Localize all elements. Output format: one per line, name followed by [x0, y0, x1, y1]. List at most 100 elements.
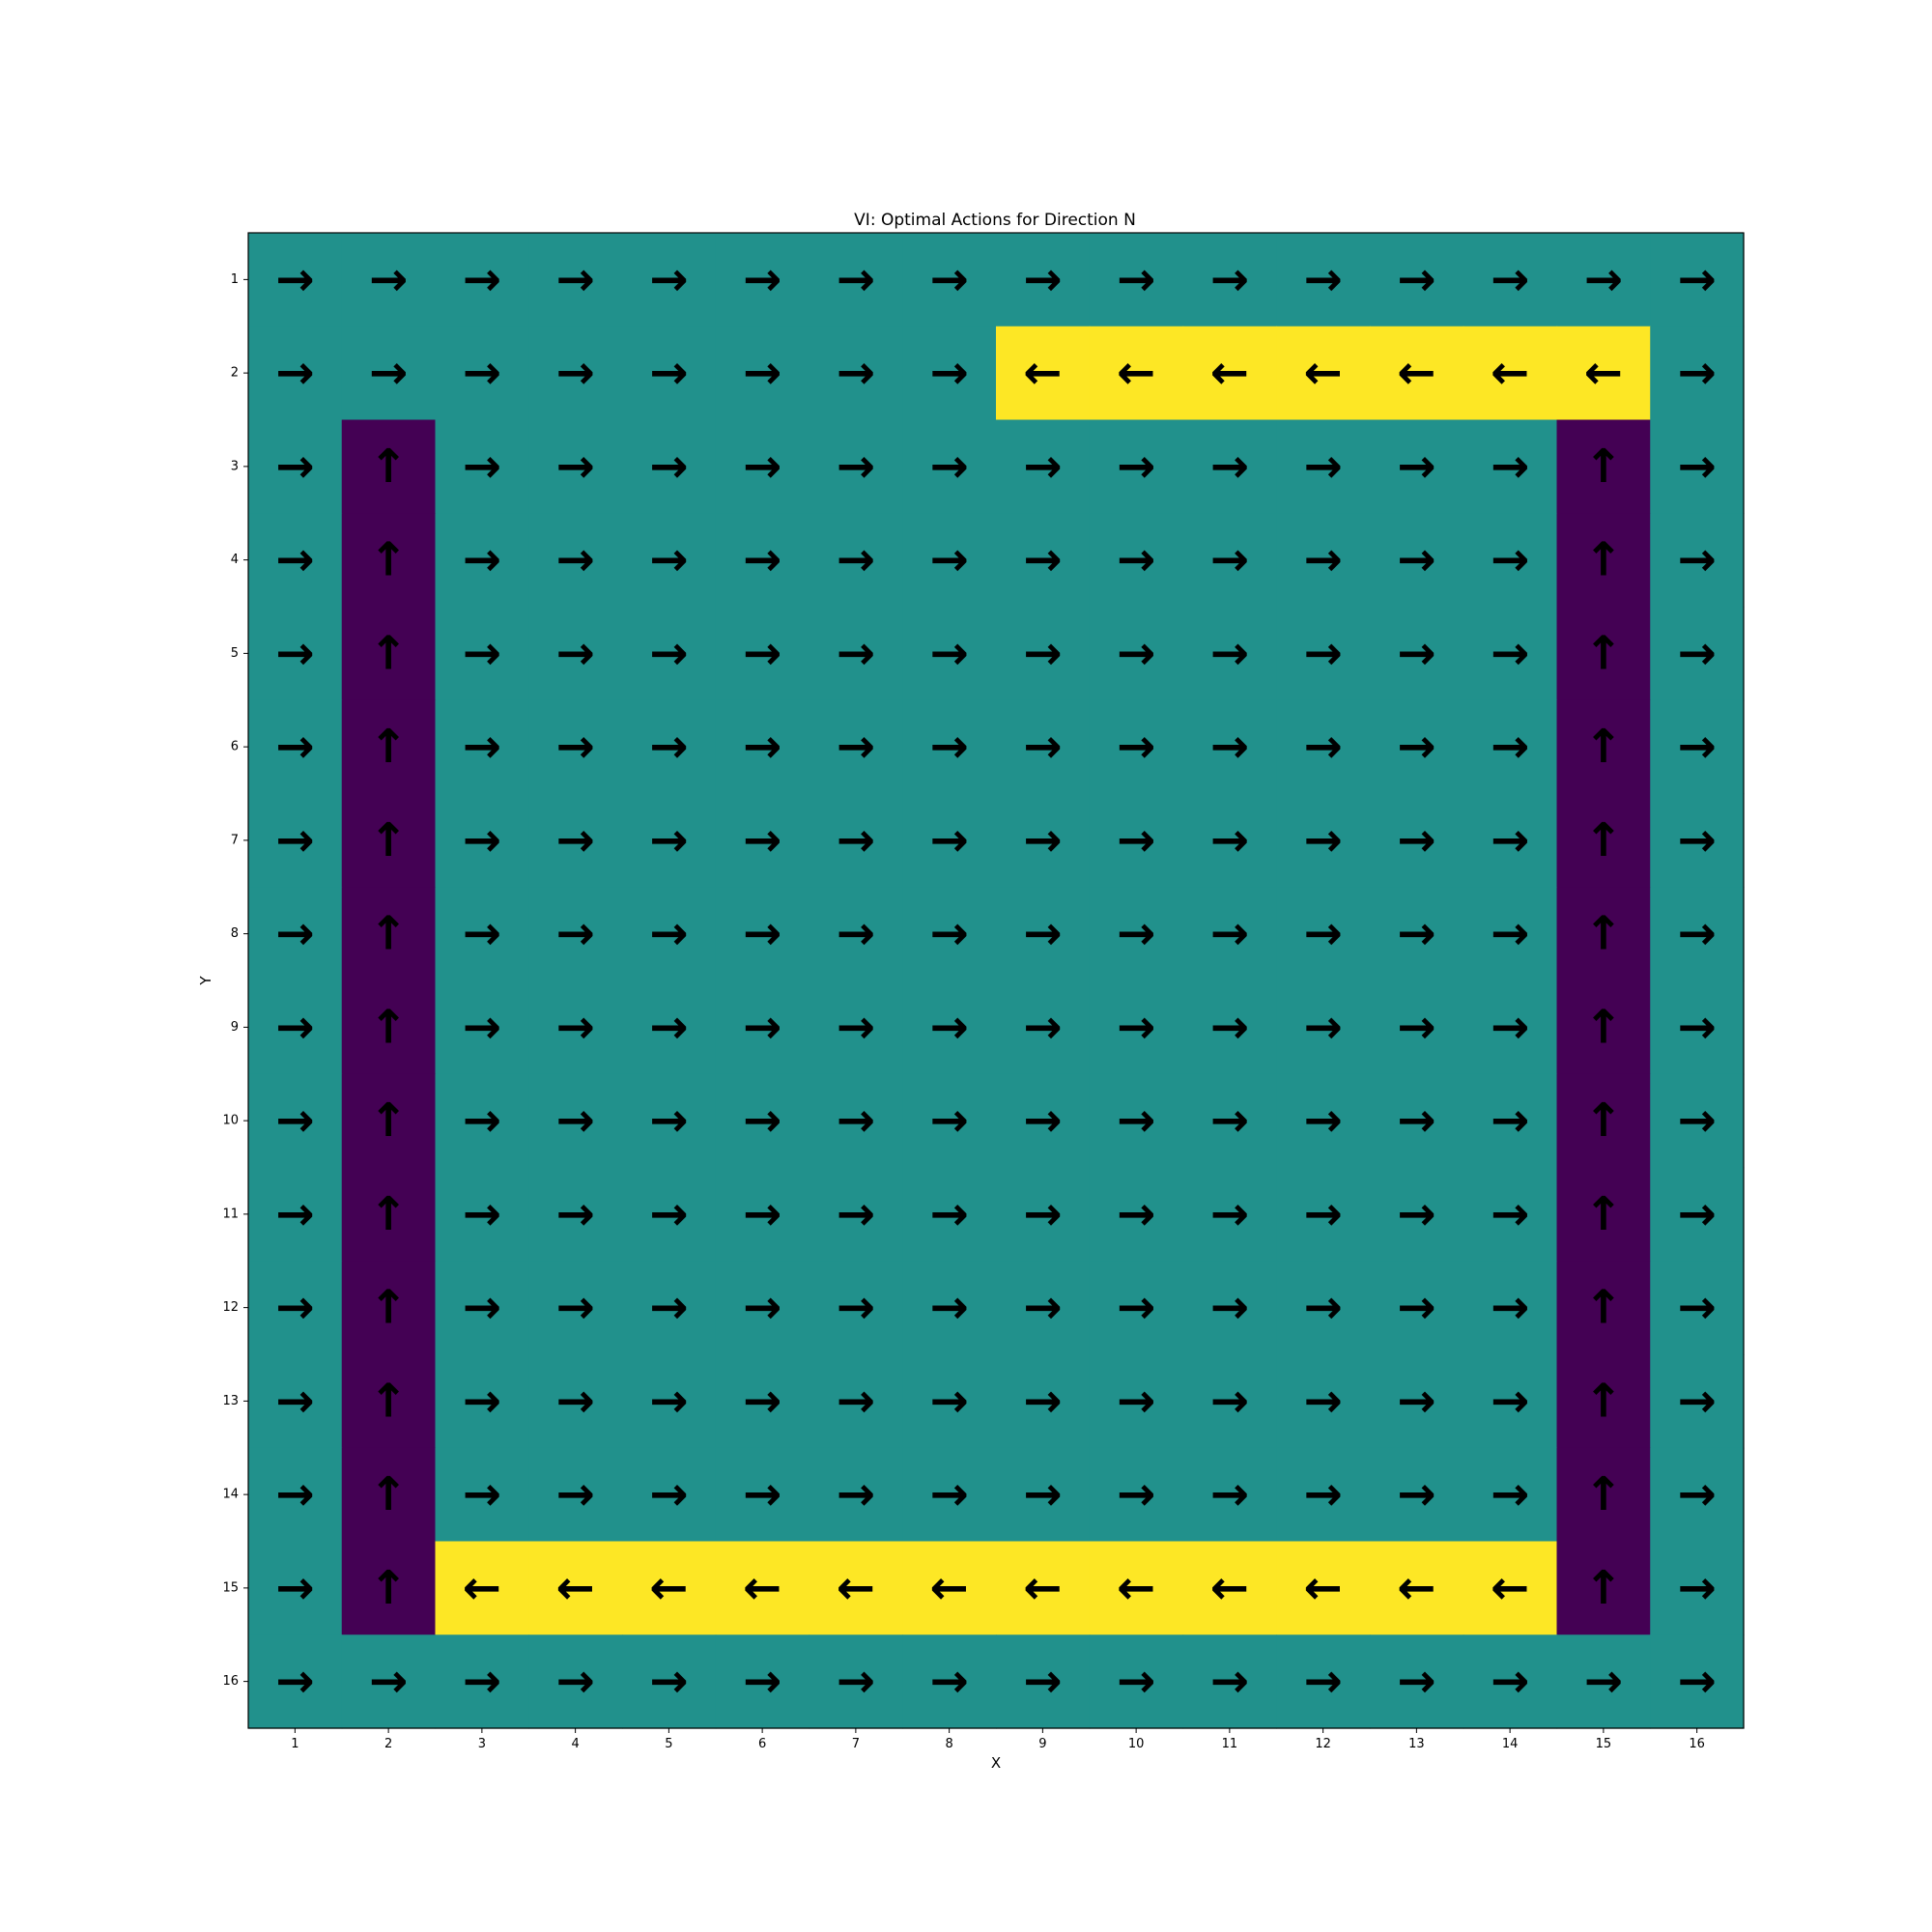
action-arrow: →	[1584, 1655, 1623, 1709]
heatmap-cell	[1370, 1073, 1464, 1169]
action-arrow: →	[1678, 1094, 1717, 1148]
action-arrow: →	[649, 1000, 688, 1054]
action-arrow: →	[743, 1281, 781, 1335]
heatmap-cell	[996, 419, 1091, 514]
action-arrow: ↑	[1584, 533, 1623, 587]
action-arrow: →	[1678, 813, 1717, 867]
action-arrow: ←	[1117, 346, 1155, 400]
heatmap-cell	[341, 513, 437, 608]
heatmap-cell	[248, 1167, 343, 1262]
action-arrow: →	[556, 1467, 595, 1521]
action-arrow: →	[930, 533, 969, 587]
heatmap-cell	[715, 699, 810, 795]
x-tick-label: 16	[1689, 1737, 1705, 1751]
heatmap-cell	[809, 513, 903, 608]
heatmap-cell	[809, 233, 903, 327]
x-tick-label: 12	[1315, 1737, 1331, 1751]
action-arrow: →	[1491, 533, 1529, 587]
action-arrow: →	[275, 533, 314, 587]
heatmap-cell	[1463, 419, 1558, 514]
heatmap-cell	[341, 793, 437, 888]
action-arrow: ↑	[369, 1374, 408, 1428]
heatmap-cell	[1089, 233, 1184, 327]
action-arrow: →	[1304, 626, 1343, 680]
action-arrow: →	[1210, 440, 1249, 494]
heatmap-cell	[902, 419, 997, 514]
heatmap-cell	[902, 326, 997, 421]
heatmap-cell	[715, 1354, 810, 1449]
heatmap-cell	[1463, 1167, 1558, 1262]
action-arrow: →	[930, 1000, 969, 1054]
heatmap-cell	[435, 1541, 529, 1635]
action-arrow: →	[1023, 1000, 1062, 1054]
heatmap-cell	[435, 419, 529, 514]
heatmap-cell	[622, 1167, 717, 1262]
action-arrow: ↑	[369, 907, 408, 961]
action-arrow: →	[930, 252, 969, 306]
action-arrow: →	[1678, 1561, 1717, 1615]
action-arrow: →	[1023, 440, 1062, 494]
action-arrow: →	[1304, 907, 1343, 961]
heatmap-cell	[1463, 887, 1558, 981]
action-arrow: →	[556, 1374, 595, 1428]
action-arrow: →	[1491, 907, 1529, 961]
heatmap-cell	[341, 1073, 437, 1169]
heatmap-cell	[1276, 607, 1371, 701]
action-arrow: →	[1304, 252, 1343, 306]
heatmap-cell	[1650, 326, 1745, 421]
action-arrow: →	[1491, 440, 1529, 494]
action-arrow: →	[275, 440, 314, 494]
action-arrow: →	[275, 1281, 314, 1335]
action-arrow: →	[1210, 1467, 1249, 1521]
action-arrow: →	[556, 533, 595, 587]
heatmap-cell	[1556, 233, 1651, 327]
x-tick-label: 4	[571, 1737, 579, 1751]
heatmap-cell	[1650, 1634, 1745, 1729]
action-arrow: ←	[463, 1561, 501, 1615]
action-arrow: →	[649, 1655, 688, 1709]
heatmap-cell	[1463, 607, 1558, 701]
heatmap-cell	[1463, 1541, 1558, 1635]
action-arrow: →	[1491, 813, 1529, 867]
heatmap-cell	[435, 1634, 529, 1729]
heatmap-cell	[622, 1073, 717, 1169]
action-arrow: →	[743, 813, 781, 867]
action-arrow: →	[837, 1655, 875, 1709]
action-arrow: →	[1117, 440, 1155, 494]
y-tick-label: 9	[231, 1020, 239, 1035]
action-arrow: →	[649, 1467, 688, 1521]
action-arrow: →	[1304, 1187, 1343, 1241]
action-arrow: →	[463, 1374, 501, 1428]
heatmap-cell	[435, 1354, 529, 1449]
heatmap-cell	[622, 1354, 717, 1449]
action-arrow: →	[556, 1281, 595, 1335]
action-arrow: →	[275, 1561, 314, 1615]
heatmap-cell	[248, 513, 343, 608]
action-arrow: →	[1491, 1467, 1529, 1521]
action-arrow: →	[1304, 1281, 1343, 1335]
action-arrow: →	[463, 440, 501, 494]
action-arrow: →	[556, 252, 595, 306]
heatmap-cell	[1556, 1073, 1651, 1169]
heatmap-cell	[1370, 607, 1464, 701]
heatmap-cell	[1089, 980, 1184, 1075]
heatmap-cell	[248, 699, 343, 795]
y-tick-label: 1	[231, 272, 239, 287]
action-arrow: →	[1678, 1281, 1717, 1335]
action-arrow: →	[1117, 1467, 1155, 1521]
action-arrow: →	[930, 813, 969, 867]
action-arrow: →	[1678, 1655, 1717, 1709]
action-arrow: →	[649, 907, 688, 961]
action-arrow: →	[369, 1655, 408, 1709]
x-tick-label: 5	[665, 1737, 672, 1751]
heatmap-cell	[996, 1167, 1091, 1262]
heatmap-cell	[809, 887, 903, 981]
action-arrow: →	[1678, 252, 1717, 306]
action-arrow: →	[1210, 626, 1249, 680]
heatmap-cell	[341, 1167, 437, 1262]
action-arrow: →	[743, 346, 781, 400]
action-arrow: →	[1678, 1467, 1717, 1521]
action-arrow: →	[556, 720, 595, 774]
action-arrow: →	[463, 346, 501, 400]
action-arrow: →	[556, 440, 595, 494]
